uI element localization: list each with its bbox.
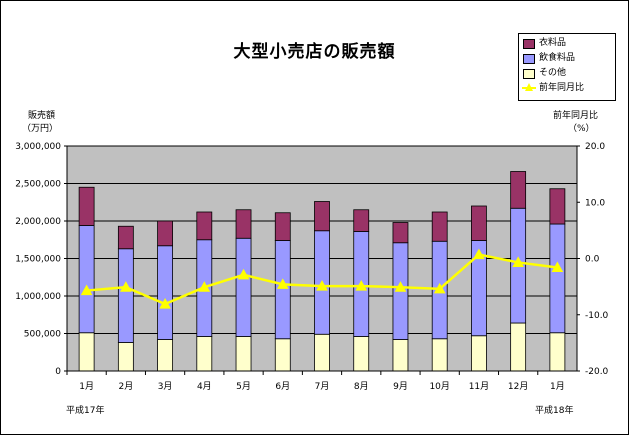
bar-segment-other [549,332,566,372]
bar-segment-clothing [196,211,213,241]
bar-segment-clothing [78,186,95,226]
legend-label-other: その他 [539,68,567,78]
bar-segment-other [471,335,487,372]
legend-label-food: 飲食料品 [539,53,576,63]
bar-segment-other [117,342,134,372]
x-tick-label: 11月 [469,381,489,392]
right-tick-label: 0.0 [585,255,600,265]
bar-segment-clothing [392,222,409,244]
yoy-marker [512,256,525,267]
left-tick-label: 3,000,000 [15,142,61,152]
right-tick-label: -20.0 [585,367,609,377]
yoy-marker [551,261,564,272]
right-tick-label: -10.0 [585,311,609,321]
right-tick-label: 20.0 [585,142,605,152]
bar-segment-other [274,338,291,372]
left-tick-label: 0 [55,367,61,377]
left-tick-label: 2,500,000 [15,180,61,190]
bar-segment-clothing [549,188,566,225]
bar-segment-food [235,237,252,337]
yoy-marker [119,281,132,292]
bar-segment-food [549,223,566,334]
x-tick-label: 2月 [118,381,133,392]
yoy-marker [80,284,93,296]
bar-segment-food [274,240,291,340]
bar-segment-food [78,225,95,334]
bar-segment-clothing [117,225,134,250]
bar-segment-other [314,333,330,372]
x-tick-label: 1月 [79,381,94,392]
left-tick-label: 500,000 [24,330,61,340]
x-tick-label: 12月 [508,381,528,392]
legend-label-clothing: 衣料品 [539,38,567,48]
yoy-marker [237,268,250,280]
x-tick-label: 6月 [275,381,290,392]
x-tick-label: 4月 [197,381,212,392]
legend-swatch-yoy-marker [525,83,533,91]
yoy-marker [316,280,328,291]
left-axis-title-line1: 販売額 [28,111,56,121]
left-axis-title-line2: （万円） [22,124,59,134]
bar-segment-other [235,336,252,372]
legend-swatch-food [523,54,535,64]
yoy-marker [355,280,368,291]
bar-segment-food [117,248,134,343]
right-axis-title-line1: 前年同月比 [553,111,599,121]
bar-segment-clothing [157,220,173,247]
bar-segment-clothing [274,212,291,241]
yoy-marker [276,278,289,289]
yoy-marker [433,282,446,294]
bar-segment-clothing [431,211,448,242]
x-tick-label: 10月 [429,381,449,392]
yoy-marker [198,281,211,292]
x-tick-label: 8月 [354,381,369,392]
bar-segment-clothing [314,201,330,232]
legend-label-yoy: 前年同月比 [539,83,585,93]
legend: 衣料品 飲食料品 その他 前年同月比 [518,33,616,101]
bar-segment-other [196,336,213,372]
right-tick-label: 10.0 [585,198,605,208]
right-axis-title-line2: （%） [568,124,595,134]
bar-segment-clothing [235,209,252,239]
yoy-marker [473,248,485,260]
left-tick-label: 1,500,000 [15,255,61,265]
legend-swatch-clothing [523,39,535,49]
left-tick-label: 2,000,000 [15,217,61,227]
x-tick-label: 7月 [315,381,330,392]
bar-segment-other [510,322,527,372]
chart-title: 大型小売店の販売額 [233,42,396,62]
yoy-marker [394,281,407,292]
bar-segment-other [157,339,173,372]
yoy-marker [159,298,171,309]
bar-segment-clothing [353,209,370,232]
bar-segment-other [78,332,95,372]
x-tick-label: 5月 [236,381,251,392]
year-label-end: 平成18年 [535,406,574,416]
bar-segment-food [157,245,173,340]
plot-border [66,145,578,372]
bar-segment-clothing [510,171,527,209]
x-tick-label: 9月 [393,381,408,392]
legend-swatch-other [523,69,535,79]
bar-segment-clothing [471,205,487,241]
year-label-start: 平成17年 [66,406,105,416]
bar-segment-other [392,339,409,372]
bar-segment-other [431,338,448,372]
bar-segment-other [353,336,370,372]
left-tick-label: 1,000,000 [15,292,61,302]
x-tick-label: 1月 [550,381,565,392]
x-tick-label: 3月 [158,381,173,392]
